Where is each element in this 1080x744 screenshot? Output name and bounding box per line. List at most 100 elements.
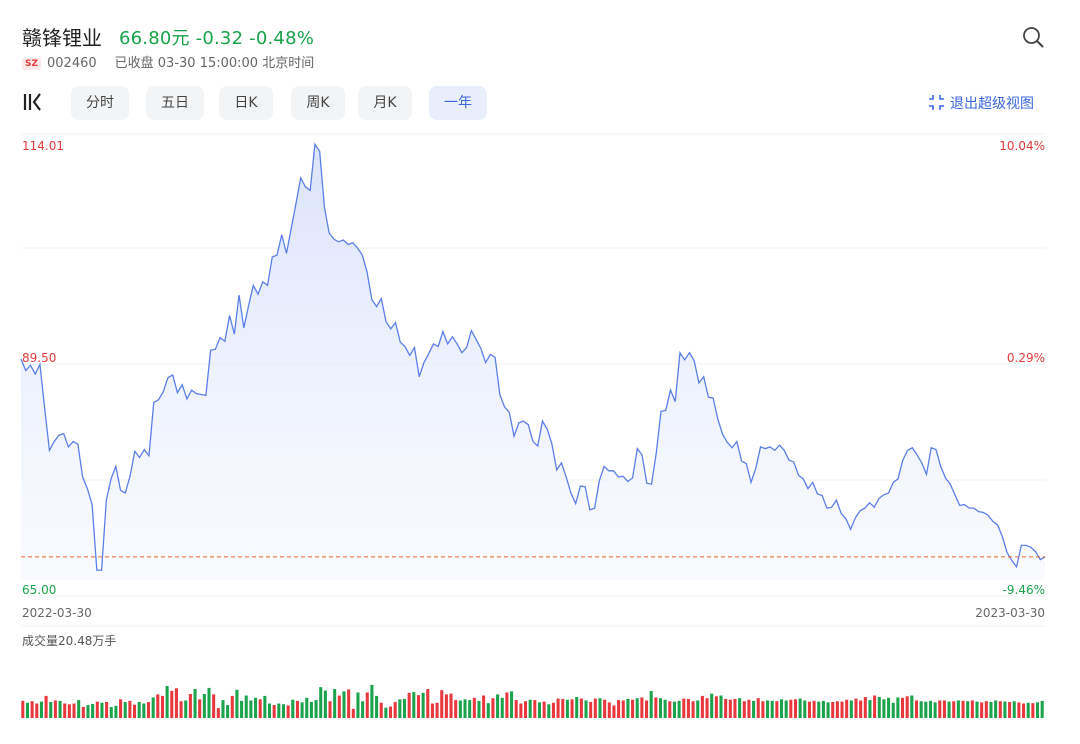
volume-bar — [570, 699, 574, 718]
y-max-label: 114.01 — [22, 139, 64, 153]
volume-bar — [938, 700, 942, 718]
volume-bar — [468, 700, 472, 718]
volume-bar — [891, 702, 895, 718]
volume-bar — [165, 686, 169, 718]
volume-bar — [500, 697, 504, 718]
volume-bar — [370, 684, 374, 718]
pct-min-label: -9.46% — [1002, 583, 1045, 597]
volume-bar — [305, 697, 309, 718]
volume-bar — [738, 698, 742, 718]
volume-bar — [784, 700, 788, 718]
price-area — [21, 144, 1045, 580]
volume-bar — [114, 705, 118, 718]
volume-bar — [142, 703, 146, 718]
volume-bar — [454, 700, 458, 718]
volume-bar — [952, 701, 956, 718]
volume-bar — [486, 703, 490, 718]
volume-bar — [645, 700, 649, 718]
volume-bar — [133, 704, 137, 718]
volume-bar — [733, 698, 737, 718]
volume-bar — [928, 700, 932, 718]
volume-bar — [975, 701, 979, 718]
volume-bar — [868, 700, 872, 718]
market-badge: SZ — [22, 58, 42, 70]
volume-bar — [100, 702, 104, 718]
volume-bar — [198, 699, 202, 718]
volume-bar — [779, 699, 784, 718]
volume-bar — [919, 701, 923, 718]
volume-bar — [840, 701, 844, 718]
volume-bar — [831, 702, 835, 718]
volume-bars — [21, 684, 1044, 719]
tab-day-k[interactable]: 日K — [219, 86, 273, 120]
volume-bar — [635, 698, 639, 718]
volume-bar — [30, 701, 34, 718]
volume-bar — [333, 689, 337, 718]
volume-bar — [807, 701, 811, 718]
volume-bar — [640, 697, 644, 718]
volume-bar — [668, 701, 672, 718]
tab-month-k[interactable]: 月K — [358, 86, 412, 120]
volume-bar — [654, 697, 658, 718]
volume-bar — [365, 692, 369, 718]
volume-bar — [379, 702, 383, 718]
volume-bar — [686, 698, 690, 718]
volume-bar — [458, 700, 462, 718]
volume-bar — [863, 697, 867, 718]
search-icon[interactable] — [1022, 26, 1044, 48]
volume-bar — [295, 700, 299, 718]
volume-bar — [258, 699, 262, 718]
volume-bar — [947, 701, 951, 718]
volume-bar — [449, 693, 453, 719]
volume-bar — [873, 695, 877, 718]
volume-bar — [137, 702, 141, 718]
tab-minute[interactable]: 分时 — [71, 86, 129, 120]
volume-bar — [323, 690, 327, 718]
volume-bar — [691, 701, 695, 718]
volume-bar — [491, 698, 495, 718]
tab-week-k[interactable]: 周K — [291, 86, 345, 120]
volume-bar — [412, 692, 416, 718]
volume-bar — [267, 703, 272, 718]
volume-bar — [901, 697, 905, 718]
volume-bar — [1031, 703, 1035, 718]
volume-bar — [742, 701, 746, 718]
volume-bar — [244, 695, 248, 718]
volume-bar — [105, 702, 109, 718]
volume-bar — [998, 701, 1002, 718]
pct-max-label: 10.04% — [999, 139, 1045, 153]
volume-bar — [221, 700, 225, 718]
volume-bar — [170, 690, 174, 718]
volume-bar — [407, 692, 411, 718]
volume-bar — [970, 700, 974, 718]
volume-bar — [761, 701, 765, 718]
volume-bar — [35, 703, 39, 718]
volume-bar — [696, 700, 700, 718]
volume-bar — [128, 700, 132, 718]
volume-bar — [416, 695, 420, 718]
volume-bar — [281, 704, 285, 718]
volume-bar — [556, 698, 560, 718]
pct-mid-label: 0.29% — [1006, 351, 1045, 365]
volume-bar — [547, 704, 551, 718]
volume-bar — [682, 698, 686, 718]
volume-bar — [724, 698, 728, 718]
tab-one-year[interactable]: 一年 — [429, 86, 487, 120]
volume-bar — [356, 692, 360, 718]
volume-bar — [579, 698, 583, 718]
volume-bar — [151, 697, 155, 718]
volume-bar — [389, 706, 393, 718]
volume-bar — [393, 702, 397, 718]
tab-five-day[interactable]: 五日 — [146, 86, 204, 120]
exit-super-view-button[interactable]: 退出超级视图 — [928, 93, 1034, 113]
volume-bar — [263, 695, 267, 718]
volume-bar — [1017, 702, 1021, 718]
volume-bar — [421, 692, 425, 718]
volume-bar — [542, 701, 546, 718]
volume-bar — [603, 699, 607, 718]
volume-bar — [1012, 701, 1016, 718]
volume-bar — [849, 700, 853, 718]
volume-bar — [812, 700, 816, 718]
volume-bar — [444, 694, 448, 718]
